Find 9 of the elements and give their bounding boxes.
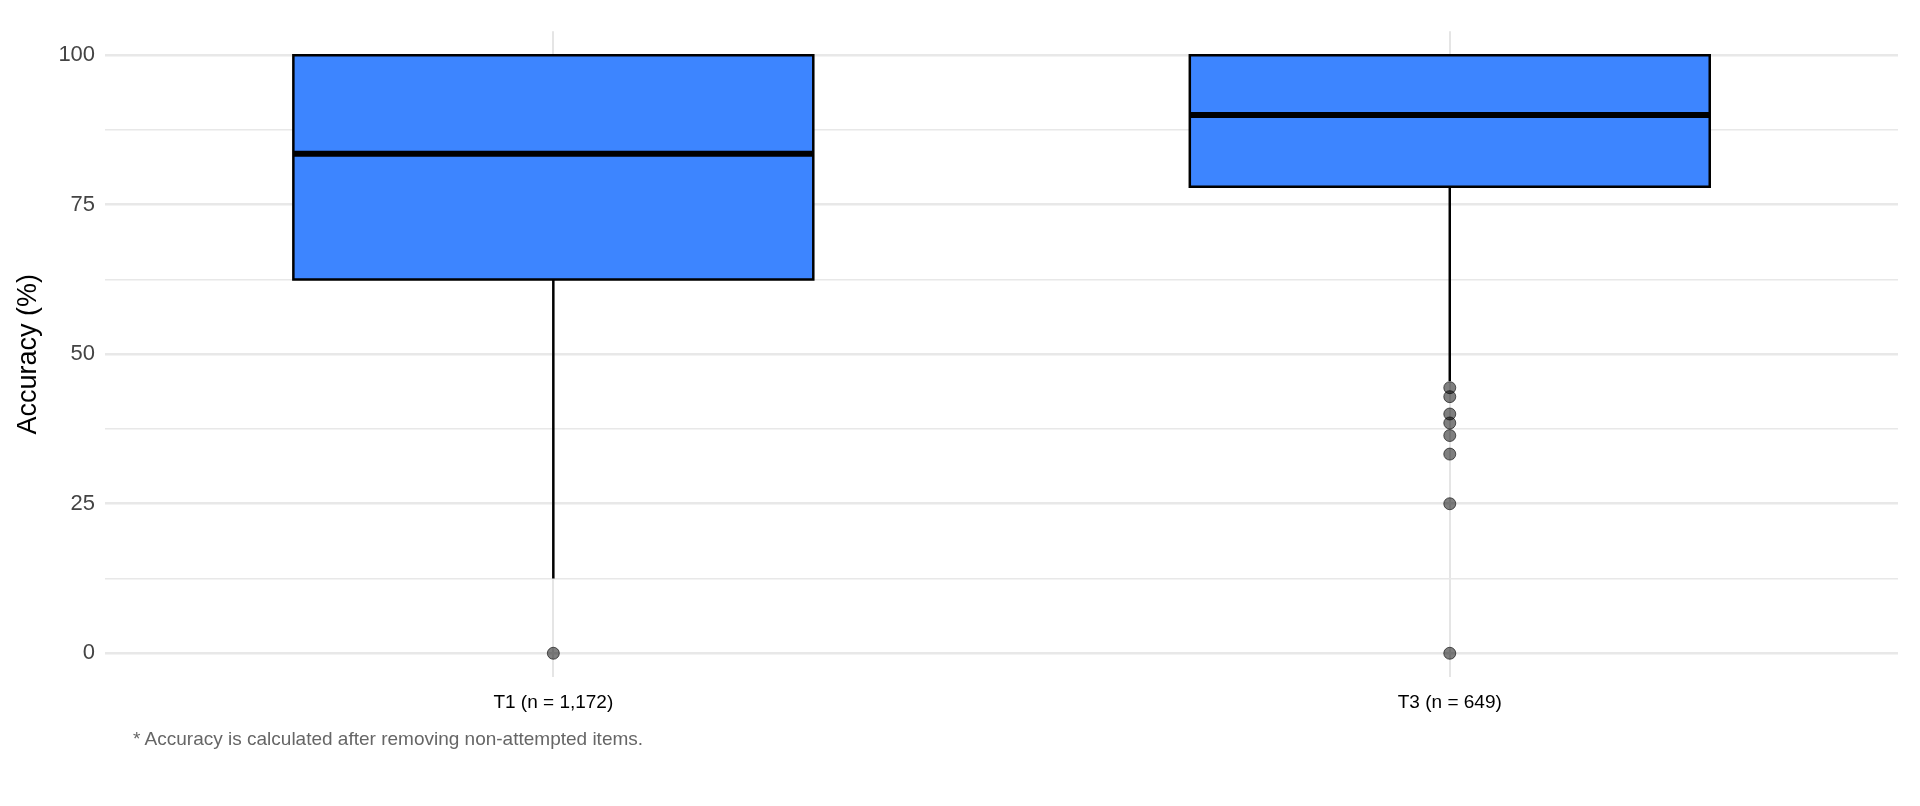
y-tick-label: 0	[82, 639, 96, 665]
text: * Accuracy is calculated after removing non-attempted items.	[133, 728, 645, 750]
x-tick-label: T1 (n = 1,172)	[493, 690, 614, 712]
y-tick-label: 75	[70, 190, 96, 216]
y-tick-label: 25	[70, 489, 96, 515]
y-tick-label: 50	[70, 340, 96, 366]
y-axis-title: Accuracy (%)	[11, 273, 42, 435]
x-tick-label: T3 (n = 649)	[1397, 690, 1502, 712]
y-tick-label: 100	[58, 41, 96, 67]
